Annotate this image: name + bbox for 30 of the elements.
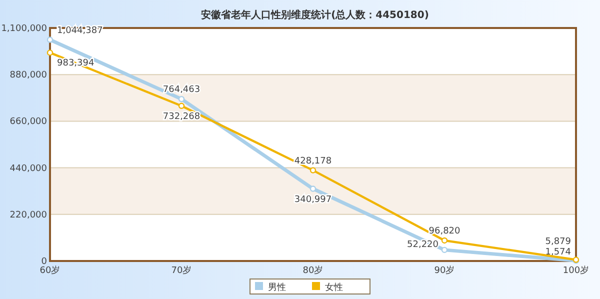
- data-label: 52,220: [407, 240, 439, 250]
- data-label: 1,574: [545, 248, 572, 258]
- chart-title: 安徽省老年人口性别维度统计(总人数：4450180): [201, 9, 429, 21]
- data-label: 340,997: [294, 194, 332, 205]
- y-tick-label: 880,000: [10, 70, 48, 81]
- point: [178, 102, 185, 109]
- y-tick-label: 220,000: [10, 210, 48, 220]
- x-tick-label: 80岁: [302, 265, 324, 276]
- point: [178, 96, 185, 102]
- y-tick-label: 0: [41, 257, 48, 267]
- point: [46, 50, 54, 56]
- data-label: 428,178: [294, 156, 332, 166]
- x-tick-label: 100岁: [562, 265, 590, 276]
- legend-label: 女性: [325, 282, 343, 293]
- legend-label: 男性: [268, 282, 286, 293]
- x-tick-label: 70岁: [171, 265, 192, 276]
- y-tick-label: 440,000: [10, 164, 48, 174]
- y-tick-label: 660,000: [10, 117, 48, 128]
- point: [46, 36, 54, 43]
- data-label: 732,268: [162, 112, 200, 122]
- point: [310, 186, 316, 192]
- point: [441, 246, 448, 254]
- point: [441, 237, 448, 244]
- data-label: 764,463: [162, 85, 200, 96]
- x-tick-label: 60岁: [40, 265, 60, 276]
- data-label: 5,879: [545, 236, 572, 247]
- y-tick-label: 1,100,000: [1, 24, 48, 34]
- point: [310, 167, 316, 174]
- x-tick-label: 90岁: [434, 265, 455, 276]
- data-label: 96,820: [428, 226, 461, 236]
